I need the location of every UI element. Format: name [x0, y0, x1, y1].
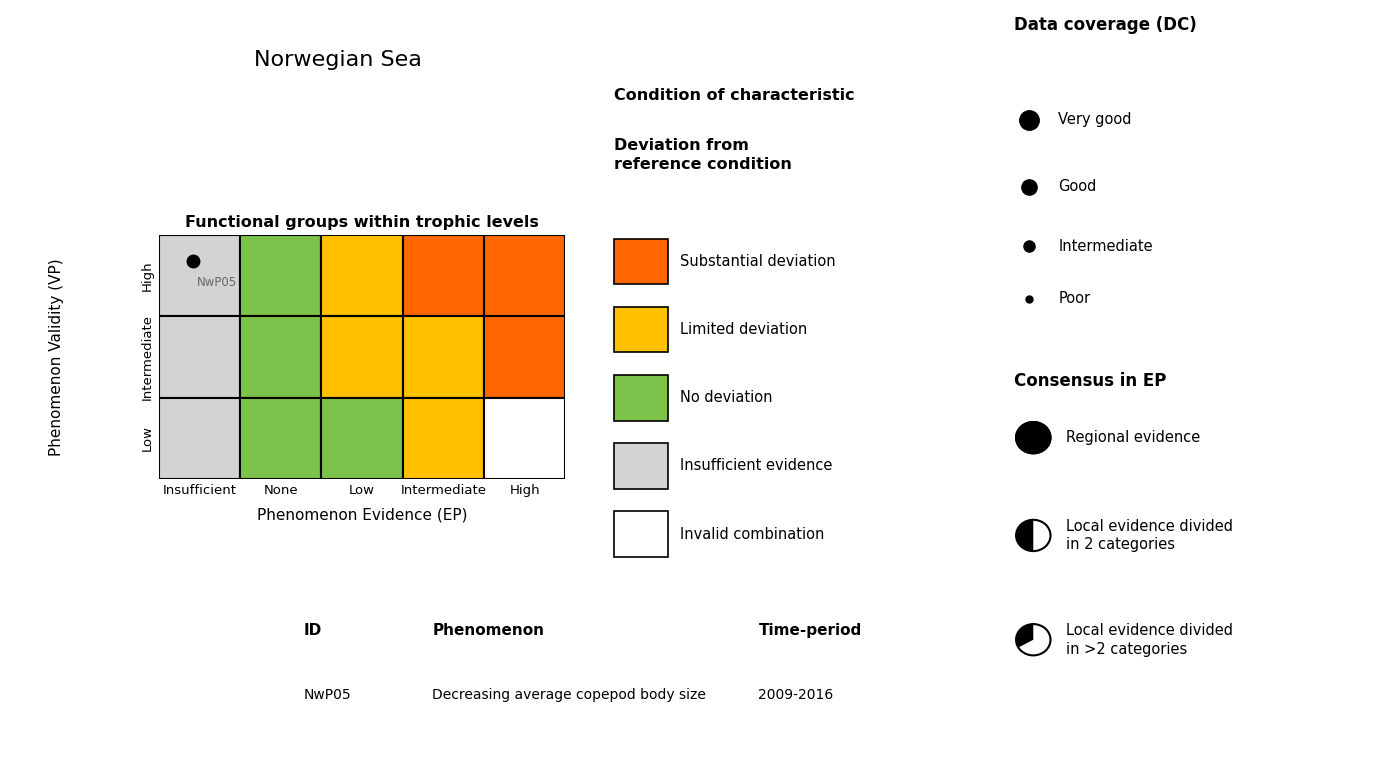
- Text: Good: Good: [1059, 179, 1096, 194]
- Text: Local evidence divided
in 2 categories: Local evidence divided in 2 categories: [1066, 518, 1233, 553]
- Text: Local evidence divided
in >2 categories: Local evidence divided in >2 categories: [1066, 623, 1233, 656]
- Bar: [159, 317, 240, 397]
- Text: Condition of characteristic: Condition of characteristic: [614, 88, 854, 102]
- Bar: [614, 239, 669, 285]
- Text: Deviation from
reference condition: Deviation from reference condition: [614, 138, 792, 171]
- Text: Intermediate: Intermediate: [1059, 239, 1153, 254]
- Circle shape: [1016, 422, 1051, 453]
- X-axis label: Phenomenon Evidence (EP): Phenomenon Evidence (EP): [256, 508, 467, 523]
- Bar: [240, 235, 321, 317]
- Text: No deviation: No deviation: [680, 390, 772, 405]
- Text: Limited deviation: Limited deviation: [680, 322, 808, 338]
- Bar: [614, 511, 669, 557]
- Circle shape: [1016, 422, 1051, 453]
- Bar: [484, 317, 565, 397]
- Y-axis label: Phenomenon Validity (VP): Phenomenon Validity (VP): [50, 258, 65, 456]
- Text: 2009-2016: 2009-2016: [758, 688, 834, 702]
- Bar: [614, 443, 669, 489]
- Bar: [403, 317, 484, 397]
- Text: Norwegian Sea: Norwegian Sea: [254, 50, 422, 71]
- Text: Insufficient evidence: Insufficient evidence: [680, 459, 833, 473]
- Bar: [321, 235, 403, 317]
- Text: Consensus in EP: Consensus in EP: [1014, 372, 1165, 390]
- Bar: [614, 307, 669, 352]
- Text: Poor: Poor: [1059, 291, 1091, 306]
- Text: Data coverage (DC): Data coverage (DC): [1014, 16, 1197, 33]
- Wedge shape: [1016, 520, 1033, 551]
- Bar: [321, 317, 403, 397]
- Wedge shape: [1016, 624, 1033, 647]
- Bar: [614, 376, 669, 421]
- Bar: [484, 397, 565, 479]
- Bar: [403, 235, 484, 317]
- Bar: [240, 397, 321, 479]
- Text: Decreasing average copepod body size: Decreasing average copepod body size: [433, 688, 706, 702]
- Text: NwP05: NwP05: [303, 688, 352, 702]
- Text: Invalid combination: Invalid combination: [680, 527, 825, 542]
- Text: Regional evidence: Regional evidence: [1066, 430, 1200, 445]
- Bar: [484, 235, 565, 317]
- Text: NwP05: NwP05: [197, 275, 237, 289]
- Bar: [321, 397, 403, 479]
- Bar: [159, 235, 240, 317]
- Text: Substantial deviation: Substantial deviation: [680, 255, 836, 269]
- Text: Time-period: Time-period: [758, 623, 862, 638]
- Bar: [403, 397, 484, 479]
- Bar: [240, 317, 321, 397]
- Text: ID: ID: [303, 623, 321, 638]
- Title: Functional groups within trophic levels: Functional groups within trophic levels: [185, 215, 539, 230]
- Text: Very good: Very good: [1059, 113, 1132, 127]
- Circle shape: [1016, 624, 1051, 656]
- Bar: [159, 397, 240, 479]
- Circle shape: [1016, 520, 1051, 551]
- Text: Phenomenon: Phenomenon: [433, 623, 545, 638]
